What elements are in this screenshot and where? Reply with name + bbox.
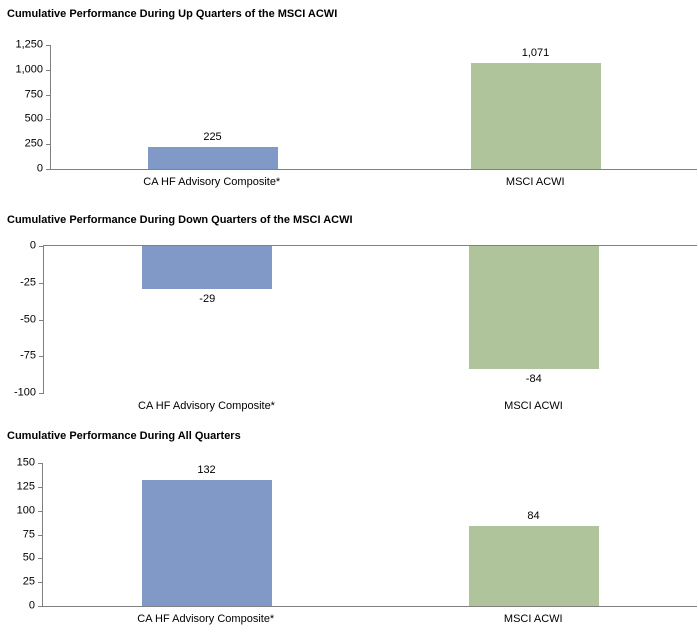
y-axis-tick-label: 50 (22, 551, 35, 564)
y-axis-tick-label: -100 (13, 386, 36, 399)
y-axis-tick-mark (39, 282, 44, 284)
y-axis-tick-label: 75 (22, 528, 35, 540)
plot-area: 1,250 1,000 750 500 250 0 225 1,071 (15, 39, 697, 174)
bar-value-label: 1,071 (521, 46, 550, 59)
category-label-ca-hf-advisory-composite: CA HF Advisory Composite* (137, 613, 275, 625)
y-axis-tick-mark (38, 510, 43, 512)
y-axis-tick-label: 250 (24, 137, 43, 150)
category-label-msci-acwi: MSCI ACWI (505, 176, 565, 188)
bar-value-label: 132 (197, 464, 216, 477)
y-axis-tick-mark (46, 45, 51, 46)
y-axis-tick-label: 750 (24, 88, 43, 101)
y-axis-tick-mark (38, 463, 43, 464)
category-label-ca-hf-advisory-composite: CA HF Advisory Composite* (143, 176, 281, 188)
y-axis-tick-mark (46, 169, 51, 170)
category-axis-labels: CA HF Advisory Composite* MSCI ACWI (42, 613, 697, 626)
y-axis-tick-mark (38, 558, 43, 560)
bar-slot: 1,071 (374, 45, 697, 169)
y-axis-tick-mark (46, 94, 51, 96)
y-axis-tick-mark (46, 69, 51, 71)
bar-msci-acwi (470, 62, 601, 169)
y-axis-tick-label: 0 (36, 162, 43, 175)
plot-area: 0 -25 -50 -75 -100 -29 -84 (14, 240, 697, 398)
y-axis-tick-label: -25 (20, 276, 36, 289)
y-axis-tick-label: -75 (20, 349, 36, 362)
chart-title: Cumulative Performance During All Quarte… (7, 430, 241, 442)
category-label-msci-acwi: MSCI ACWI (503, 613, 563, 625)
y-axis-tick-mark (39, 319, 44, 321)
y-axis-tick-mark (46, 119, 51, 121)
category-axis-labels: CA HF Advisory Composite* MSCI ACWI (50, 176, 697, 189)
bars-container: 225 1,071 (51, 45, 697, 169)
y-axis-tick-label: 100 (16, 504, 35, 517)
category-axis-labels: CA HF Advisory Composite* MSCI ACWI (43, 400, 697, 413)
y-axis-tick-mark (38, 606, 43, 607)
y-axis-tick-label: 150 (16, 456, 35, 469)
y-axis-tick-mark (39, 356, 44, 358)
category-label-ca-hf-advisory-composite: CA HF Advisory Composite* (138, 400, 275, 412)
bar-slot: 225 (51, 45, 374, 169)
bar-slot: -29 (44, 246, 371, 393)
bar-value-label: -29 (199, 292, 216, 305)
bar-ca-hf-advisory-composite (142, 246, 273, 289)
bar-msci-acwi (468, 246, 599, 370)
y-axis-tick-mark (38, 534, 43, 536)
chart-title: Cumulative Performance During Up Quarter… (7, 8, 338, 20)
bar-ca-hf-advisory-composite (147, 146, 278, 169)
y-axis-tick-mark (39, 246, 44, 247)
bar-slot: -84 (371, 246, 698, 393)
bars-container: -29 -84 (44, 246, 697, 393)
y-axis-tick-label: -50 (20, 313, 36, 325)
y-axis-tick-label: 125 (16, 480, 35, 493)
bar-value-label: 84 (527, 509, 540, 522)
y-axis-tick-label: 25 (22, 575, 35, 588)
bar-value-label: -84 (525, 373, 542, 386)
y-axis-tick-mark (46, 144, 51, 146)
bar-slot: 132 (43, 463, 370, 606)
y-axis-tick-mark (38, 582, 43, 584)
chart-title: Cumulative Performance During Down Quart… (7, 214, 353, 226)
bar-ca-hf-advisory-composite (141, 480, 272, 606)
y-axis-tick-label: 1,000 (15, 63, 43, 76)
bars-container: 132 84 (43, 463, 697, 606)
bar-value-label: 225 (203, 130, 222, 143)
y-axis-tick-mark (38, 486, 43, 488)
bar-msci-acwi (468, 525, 599, 606)
y-axis-tick-label: 1,250 (15, 38, 43, 51)
y-axis-tick-label: 0 (29, 239, 36, 252)
category-label-msci-acwi: MSCI ACWI (504, 400, 563, 412)
plot-area: 150 125 100 75 50 25 0 132 84 (17, 457, 697, 611)
bar-slot: 84 (370, 463, 697, 606)
y-axis-tick-label: 500 (24, 112, 43, 125)
y-axis-tick-label: 0 (28, 599, 35, 612)
y-axis-tick-mark (39, 393, 44, 394)
